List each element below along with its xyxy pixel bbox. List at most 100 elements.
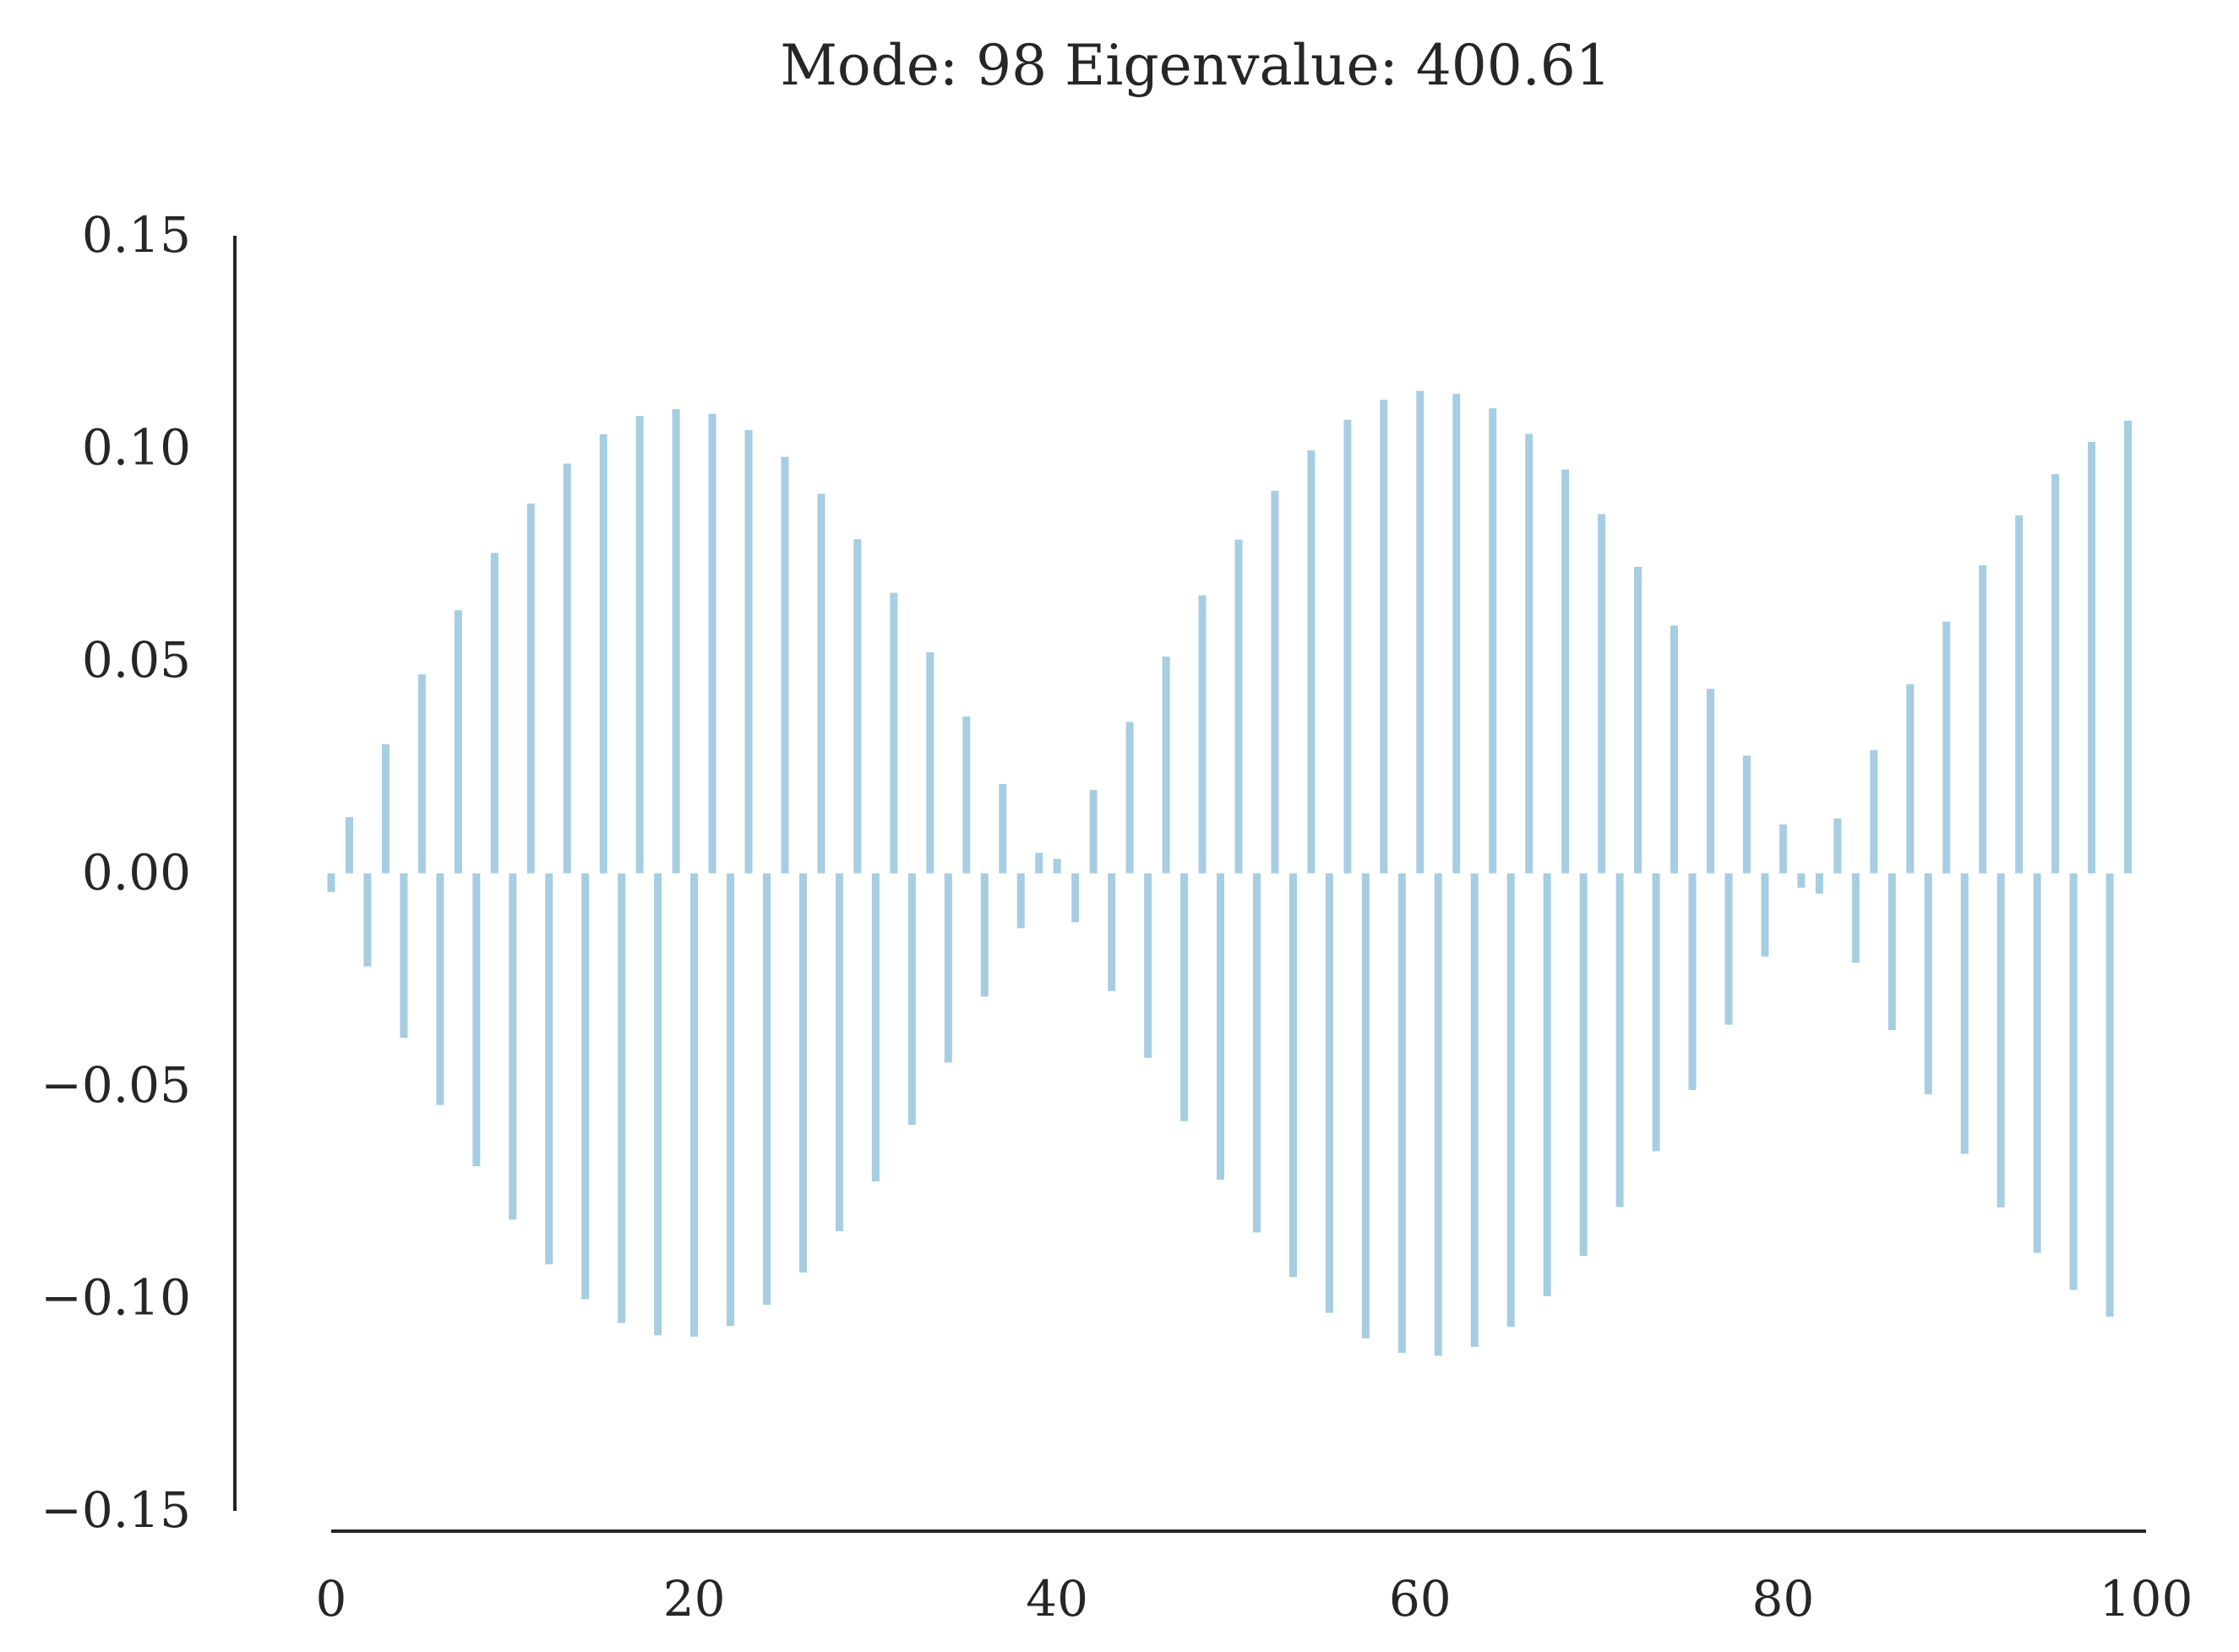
x-tick-label-0: 0 (316, 1570, 347, 1627)
bar-28 (835, 873, 843, 1232)
bar-51 (1252, 873, 1261, 1233)
bar-3 (381, 744, 390, 874)
bar-70 (1598, 514, 1606, 874)
bar-95 (2051, 474, 2060, 874)
bar-84 (1851, 873, 1860, 963)
x-tick-label-2: 40 (1026, 1570, 1088, 1627)
x-tick-label-4: 80 (1751, 1570, 1814, 1627)
bar-24 (763, 873, 771, 1306)
bar-29 (853, 539, 862, 874)
bar-32 (907, 873, 916, 1126)
y-tick-label-5: −0.10 (41, 1269, 191, 1327)
bar-42 (1089, 789, 1098, 874)
bar-41 (1071, 873, 1080, 923)
bar-54 (1307, 450, 1316, 874)
bar-61 (1434, 873, 1442, 1356)
bar-43 (1108, 873, 1116, 991)
bar-33 (926, 652, 934, 874)
bar-90 (1960, 873, 1969, 1154)
axes-layer (233, 236, 2146, 1533)
bar-89 (1942, 621, 1951, 874)
bar-69 (1579, 873, 1588, 1257)
x-tick-label-1: 20 (663, 1570, 726, 1627)
bar-72 (1634, 566, 1642, 874)
bar-2 (363, 873, 372, 967)
bar-59 (1397, 873, 1406, 1353)
bar-99 (2124, 420, 2133, 874)
x-tick-label-3: 60 (1389, 1570, 1452, 1627)
bar-34 (944, 873, 952, 1063)
bar-96 (2069, 873, 2078, 1290)
bar-92 (1997, 873, 2005, 1208)
bar-40 (1053, 859, 1061, 874)
bar-97 (2088, 441, 2096, 874)
chart-title: Mode: 98 Eigenvalue: 400.61 (780, 33, 1610, 98)
bar-87 (1906, 684, 1915, 874)
bar-10 (509, 873, 517, 1220)
bar-94 (2033, 873, 2041, 1253)
bar-1 (345, 817, 353, 874)
bar-31 (890, 592, 898, 874)
bar-23 (744, 429, 753, 874)
bars-layer (327, 390, 2133, 1356)
bar-77 (1724, 873, 1733, 1025)
bar-25 (781, 456, 789, 874)
bar-19 (672, 409, 680, 874)
bar-8 (472, 873, 481, 1167)
bar-86 (1888, 873, 1896, 1031)
y-tick-label-6: −0.15 (41, 1481, 191, 1539)
bar-80 (1779, 824, 1787, 874)
bar-64 (1489, 408, 1497, 874)
bar-46 (1162, 656, 1170, 874)
bar-4 (400, 873, 408, 1039)
bar-93 (2015, 515, 2024, 874)
bar-83 (1833, 818, 1842, 874)
bar-18 (654, 873, 662, 1336)
bar-67 (1543, 873, 1551, 1296)
ticks-layer: 0 20 40 60 80 100 0.15 0.10 0.05 0.00 −0.05 −0.10 −0… (41, 206, 2193, 1627)
bar-76 (1706, 689, 1714, 874)
bar-48 (1198, 595, 1207, 874)
bar-39 (1035, 853, 1043, 874)
bar-16 (618, 873, 626, 1323)
bar-98 (2106, 873, 2114, 1317)
bar-5 (417, 674, 426, 874)
bar-26 (798, 873, 807, 1273)
bar-47 (1180, 873, 1189, 1121)
y-tick-label-2: 0.05 (82, 631, 191, 689)
bar-12 (545, 873, 553, 1265)
bar-52 (1271, 490, 1279, 874)
bar-74 (1670, 625, 1679, 874)
bar-79 (1761, 873, 1769, 957)
bar-88 (1924, 873, 1932, 1095)
y-tick-label-0: 0.15 (82, 206, 191, 264)
bar-21 (708, 413, 716, 874)
bar-82 (1815, 873, 1823, 894)
bar-78 (1742, 755, 1751, 874)
bar-27 (817, 493, 825, 874)
bar-38 (1016, 873, 1025, 929)
bar-44 (1125, 722, 1134, 874)
bar-57 (1361, 873, 1370, 1339)
bar-62 (1452, 394, 1461, 874)
bar-81 (1797, 873, 1806, 888)
bar-35 (962, 716, 971, 874)
bar-37 (999, 783, 1007, 874)
bar-17 (635, 416, 644, 874)
bar-55 (1325, 873, 1333, 1313)
bar-11 (526, 503, 535, 874)
bar-15 (599, 433, 607, 874)
bar-71 (1615, 873, 1624, 1208)
bar-30 (871, 873, 880, 1182)
bar-66 (1525, 433, 1534, 874)
bar-49 (1217, 873, 1225, 1180)
bar-65 (1506, 873, 1515, 1328)
bar-0 (327, 873, 335, 892)
bar-22 (727, 873, 735, 1327)
bar-58 (1380, 400, 1388, 874)
x-tick-label-5: 100 (2100, 1570, 2193, 1627)
bar-85 (1870, 750, 1878, 874)
bar-75 (1688, 873, 1697, 1091)
